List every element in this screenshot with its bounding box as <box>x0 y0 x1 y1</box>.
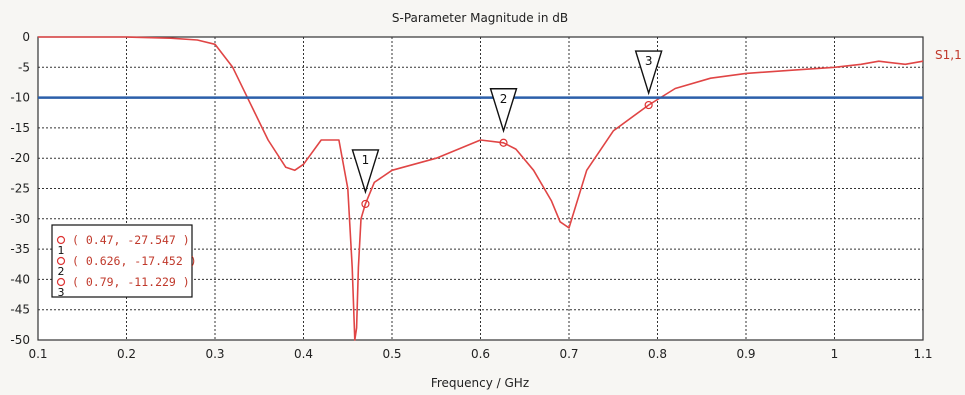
y-tick-label: -20 <box>10 151 30 165</box>
y-tick-label: -35 <box>10 242 30 256</box>
x-tick-label: 1.1 <box>913 347 932 361</box>
plot-frame <box>37 36 924 341</box>
marker-legend-box <box>51 224 193 298</box>
marker-point <box>499 138 508 147</box>
marker-number: 3 <box>645 54 653 68</box>
x-tick-label: 0.9 <box>736 347 755 361</box>
legend-marker-value: ( 0.79, -11.229 ) <box>72 275 190 289</box>
y-tick-label: -45 <box>10 303 30 317</box>
legend-marker-number: 2 <box>58 265 65 278</box>
x-tick-label: 0.3 <box>205 347 224 361</box>
x-tick-label: 0.6 <box>471 347 490 361</box>
y-tick-label: -40 <box>10 272 30 286</box>
x-tick-label: 0.7 <box>559 347 578 361</box>
marker-point <box>644 100 653 110</box>
marker-flag <box>489 88 518 134</box>
marker-number: 1 <box>362 153 370 167</box>
plot-area: 0.1 0.2 0.3 0.4 0.5 0.6 0.7 0.8 0.9 1 1.1 0 -5 -10 -15… <box>10 30 961 361</box>
y-tick-label: -30 <box>10 212 30 226</box>
y-tick-label: -25 <box>10 182 30 196</box>
s11-line <box>38 36 924 341</box>
x-tick-label: 0.4 <box>294 347 313 361</box>
legend-marker-number: 3 <box>58 286 65 299</box>
legend-marker-icon <box>56 277 66 287</box>
y-tick-label: -15 <box>10 121 30 135</box>
x-tick-label: 0.8 <box>648 347 667 361</box>
y-tick-label: 0 <box>22 30 30 44</box>
chart-title: S-Parameter Magnitude in dB <box>392 11 568 25</box>
x-axis-label: Frequency / GHz <box>431 376 529 390</box>
marker-flag <box>351 149 380 195</box>
x-tick-label: 0.1 <box>28 347 47 361</box>
y-tick-label: -50 <box>10 333 30 347</box>
marker-point <box>361 199 370 209</box>
marker-number: 2 <box>500 92 508 106</box>
legend-marker-icon <box>56 235 66 245</box>
x-tick-label: 0.2 <box>117 347 136 361</box>
x-tick-label: 1 <box>831 347 839 361</box>
y-tick-label: -10 <box>10 91 30 105</box>
y-tick-label: -5 <box>18 60 30 74</box>
series-label: S1,1 <box>935 48 962 62</box>
legend-marker-value: ( 0.47, -27.547 ) <box>72 233 190 247</box>
x-tick-label: 0.5 <box>382 347 401 361</box>
legend-marker-value: ( 0.626, -17.452 ) <box>72 254 197 268</box>
marker-flag <box>634 50 663 96</box>
legend-marker-number: 1 <box>58 244 65 257</box>
legend-marker-icon <box>56 256 66 266</box>
